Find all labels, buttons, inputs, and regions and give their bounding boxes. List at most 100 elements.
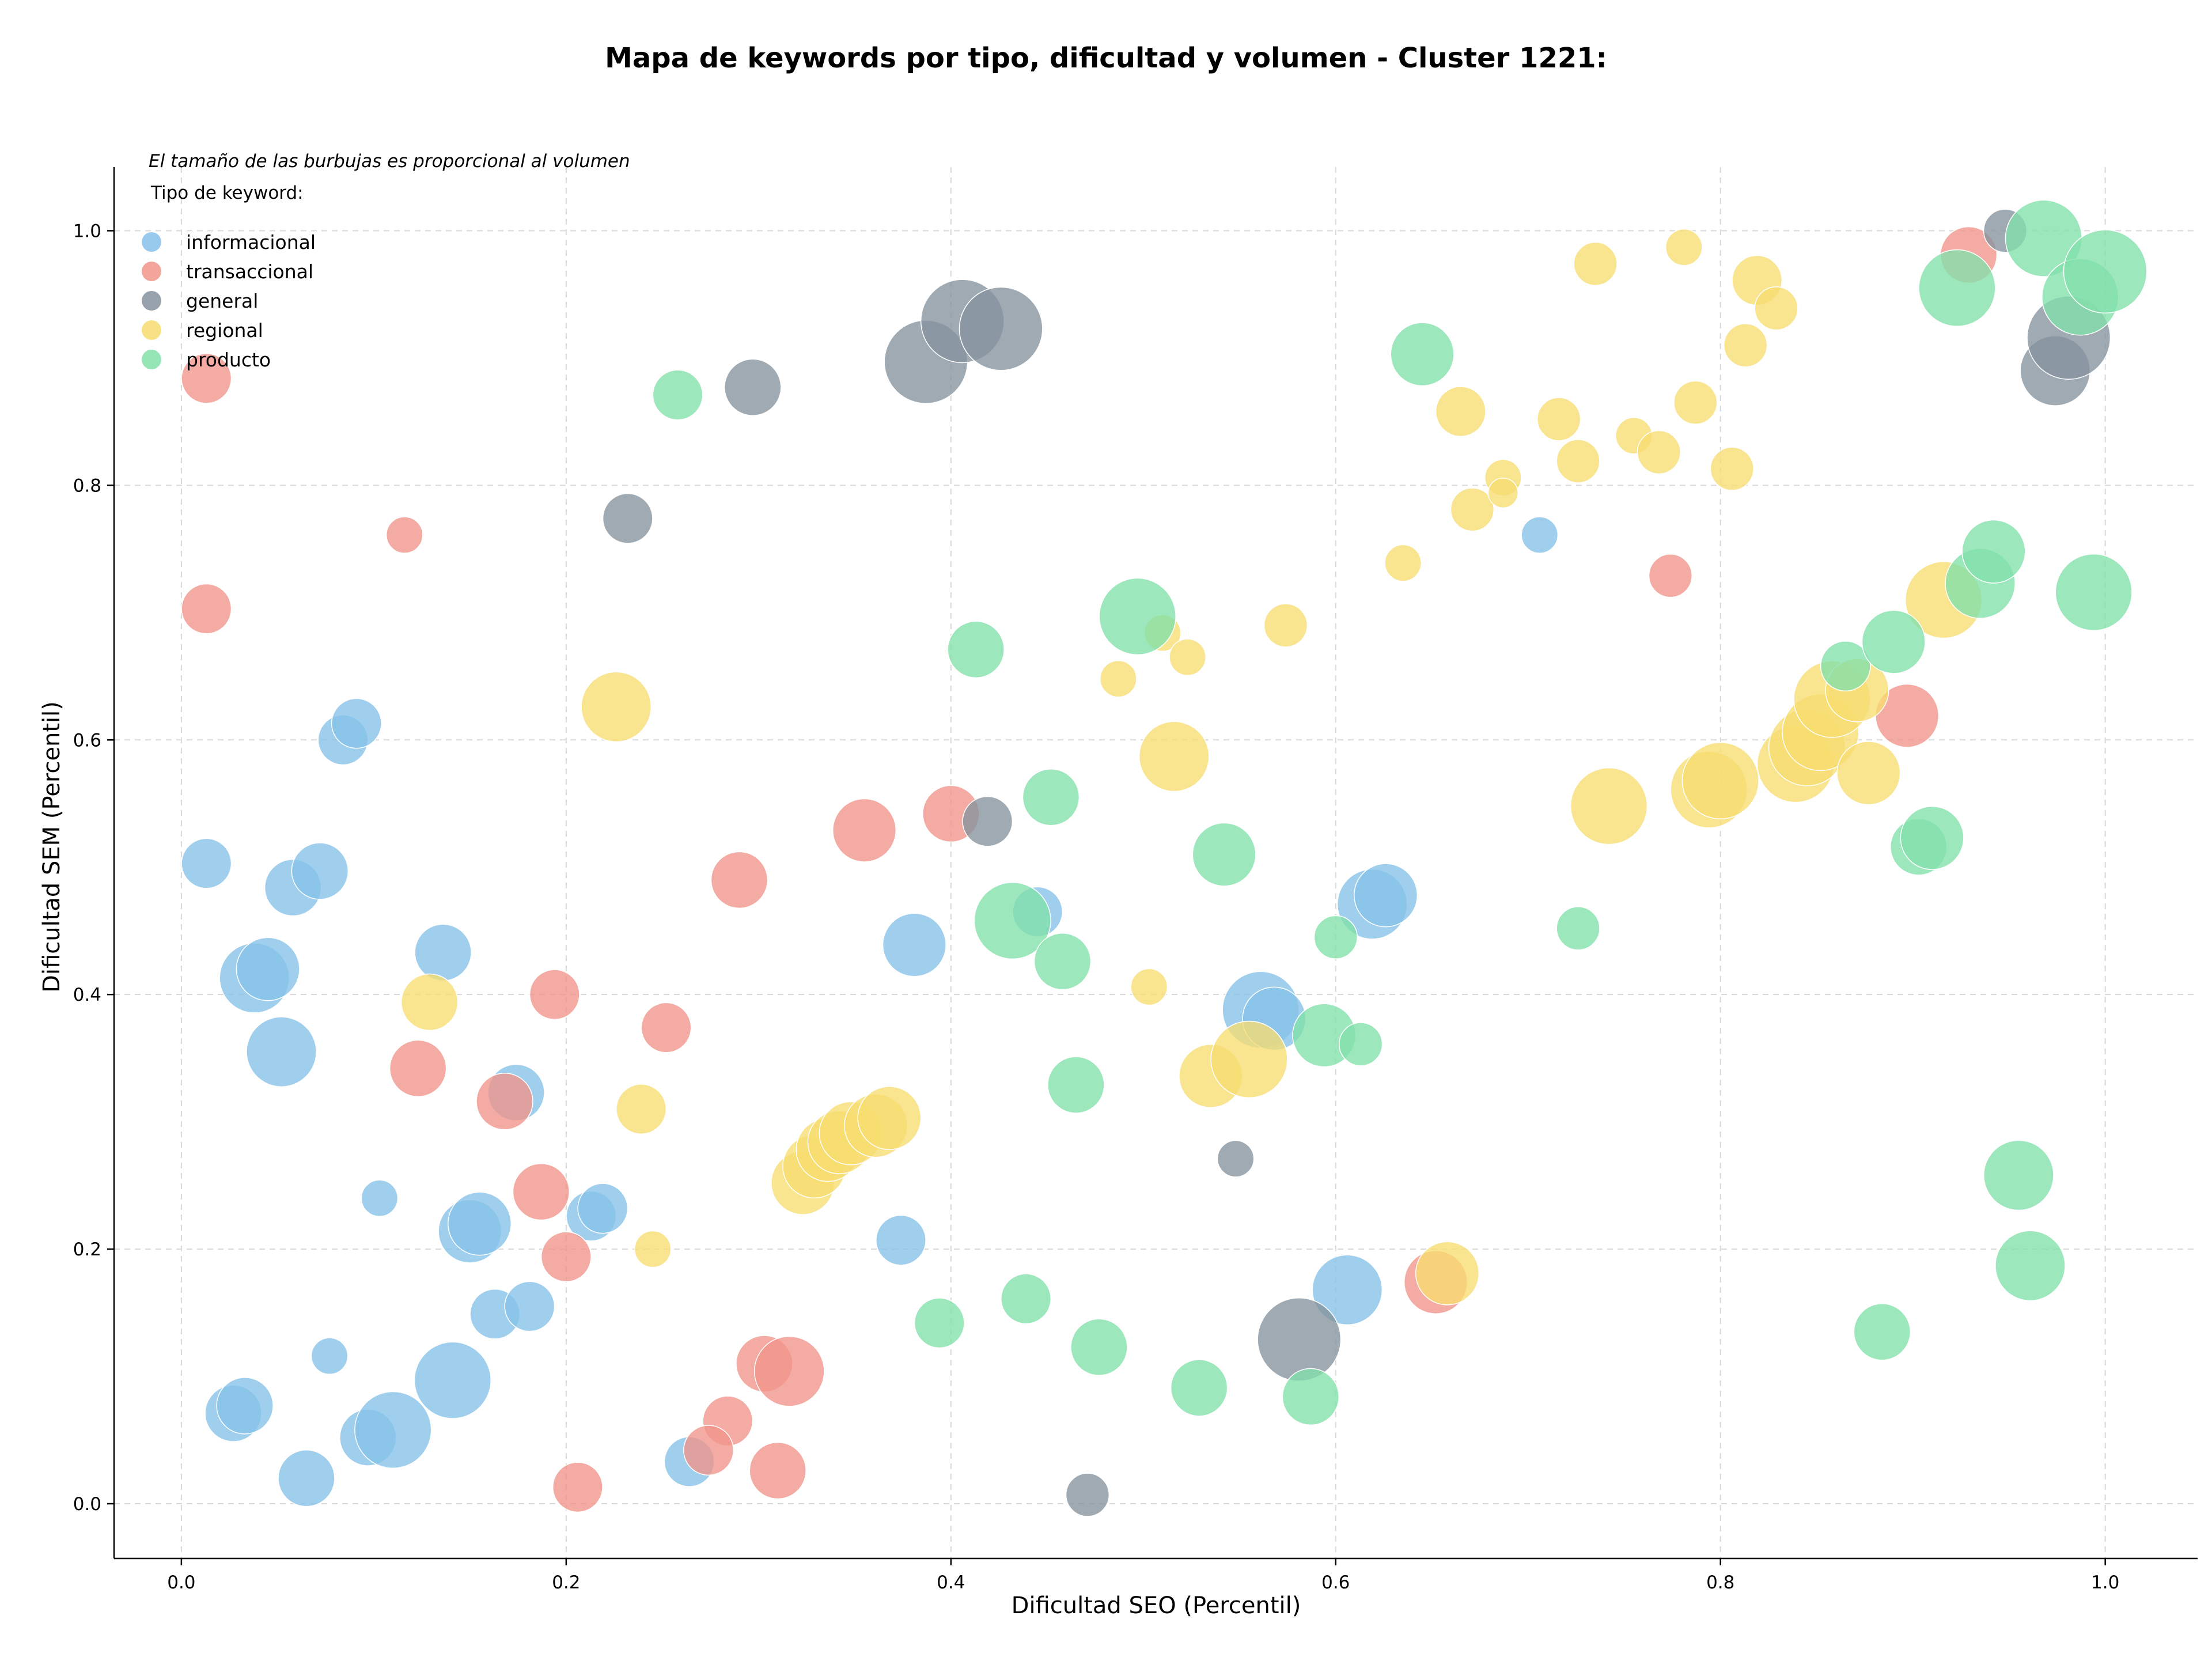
y-tick-label: 0.2: [73, 1239, 101, 1260]
bubble-informacional: [414, 1341, 491, 1419]
x-tick-label: 0.6: [1321, 1572, 1350, 1593]
bubble-informacional: [236, 937, 300, 1001]
bubble-producto: [974, 881, 1051, 960]
x-tick-label: 1.0: [2091, 1572, 2119, 1593]
bubble-regional: [1573, 241, 1618, 286]
bubble-producto: [1556, 906, 1600, 951]
bubble-producto: [1170, 1359, 1228, 1417]
bubble-regional: [1415, 1241, 1480, 1306]
x-tick-label: 0.2: [552, 1572, 580, 1593]
y-tick-label: 0.0: [73, 1494, 101, 1515]
bubble-transaccional: [683, 1425, 734, 1476]
bubble-producto: [1339, 1022, 1383, 1066]
bubble-general: [724, 358, 782, 416]
bubble-producto: [1022, 768, 1080, 826]
bubble-regional: [1836, 741, 1901, 805]
bubble-transaccional: [181, 583, 232, 634]
bubble-general: [1065, 1473, 1110, 1517]
bubble-transaccional: [476, 1073, 533, 1130]
bubble-transaccional: [385, 516, 423, 554]
legend-label: informacional: [186, 231, 316, 253]
bubble-general: [1257, 1297, 1342, 1382]
bubble-regional: [1681, 741, 1759, 820]
x-axis-label: Dificultad SEO (Percentil): [1012, 1592, 1301, 1619]
bubble-informacional: [278, 1450, 335, 1507]
legend: informacional transaccional general regiona…: [142, 231, 316, 371]
bubble-regional: [1754, 286, 1798, 331]
bubble-informacional: [361, 1179, 399, 1217]
bubble-informacional: [504, 1281, 555, 1332]
bubble-informacional: [1521, 516, 1559, 554]
bubble-regional: [1570, 767, 1648, 845]
legend-marker-general: [142, 291, 161, 311]
bubble-transaccional: [512, 1163, 570, 1221]
bubble-transaccional: [753, 1335, 825, 1407]
bubble-regional: [1537, 397, 1581, 441]
y-tick-label: 0.4: [73, 985, 101, 1005]
bubble-informacional: [310, 1337, 349, 1375]
bubble-regional: [616, 1084, 667, 1134]
bubble-informacional: [331, 698, 382, 749]
bubble-regional: [581, 671, 652, 743]
bubble-regional: [1487, 478, 1518, 509]
axes: 0.0 0.2 0.4 0.6 0.8 1.0 0.0 0.2 0.4 0.6 0.8 1.0: [73, 167, 2198, 1593]
y-tick-label: 0.8: [73, 475, 101, 496]
bubble-informacional: [1312, 1254, 1383, 1326]
legend-marker-informacional: [142, 232, 161, 252]
bubble-producto: [1001, 1273, 1052, 1325]
bubble-producto: [1983, 1140, 2054, 1211]
bubble-producto: [1900, 805, 1964, 870]
legend-label: transaccional: [186, 260, 313, 283]
bubble-producto: [947, 620, 1005, 679]
x-tick-label: 0.8: [1706, 1572, 1734, 1593]
bubble-producto: [1313, 915, 1358, 959]
bubble-informacional: [246, 1016, 317, 1087]
bubble-informacional: [1354, 863, 1418, 928]
chart-title: Mapa de keywords por tipo, dificultad y …: [605, 42, 1607, 74]
bubble-producto: [1099, 577, 1176, 656]
legend-marker-transaccional: [142, 262, 161, 281]
bubble-general: [602, 493, 653, 544]
bubble-regional: [1710, 447, 1754, 491]
bubble-informacional: [291, 842, 349, 900]
bubble-general: [959, 286, 1043, 371]
bubble-producto: [1918, 249, 1996, 327]
bubble-transaccional: [529, 969, 580, 1020]
legend-label: general: [186, 290, 258, 312]
bubble-regional: [1100, 660, 1137, 698]
bubble-transaccional: [832, 798, 897, 862]
bubble-producto: [652, 369, 703, 421]
y-tick-label: 1.0: [73, 221, 101, 241]
bubble-informacional: [882, 913, 946, 977]
bubble-producto: [1033, 932, 1092, 990]
bubble-regional: [1723, 323, 1768, 368]
bubble-producto: [1820, 641, 1871, 692]
bubble-producto: [1047, 1056, 1105, 1114]
bubble-informacional: [216, 1377, 274, 1435]
bubble-regional: [1210, 1020, 1288, 1099]
bubble-informacional: [181, 838, 232, 889]
size-note: El tamaño de las burbujas es proporciona…: [149, 151, 630, 172]
y-tick-label: 0.6: [73, 730, 101, 751]
bubble-producto: [1282, 1368, 1340, 1426]
bubble-transaccional: [181, 353, 232, 404]
bubble-transaccional: [540, 1231, 592, 1282]
y-axis-label: Dificultad SEM (Percentil): [39, 701, 65, 993]
bubble-transaccional: [389, 1039, 447, 1098]
bubble-regional: [1556, 439, 1600, 483]
bubble-producto: [1070, 1318, 1128, 1376]
bubble-producto: [1995, 1230, 2066, 1301]
legend-label: producto: [186, 349, 271, 371]
bubble-regional: [1384, 544, 1422, 582]
bubble-transaccional: [749, 1441, 806, 1500]
x-tick-label: 0.0: [167, 1572, 195, 1593]
legend-label: regional: [186, 319, 263, 342]
bubble-producto: [1192, 822, 1256, 887]
legend-marker-regional: [142, 320, 161, 340]
bubble-regional: [400, 973, 459, 1031]
bubble-regional: [1138, 721, 1210, 792]
bubble-informacional: [448, 1191, 512, 1256]
bubble-regional: [1637, 430, 1681, 475]
bubble-regional: [634, 1230, 672, 1268]
